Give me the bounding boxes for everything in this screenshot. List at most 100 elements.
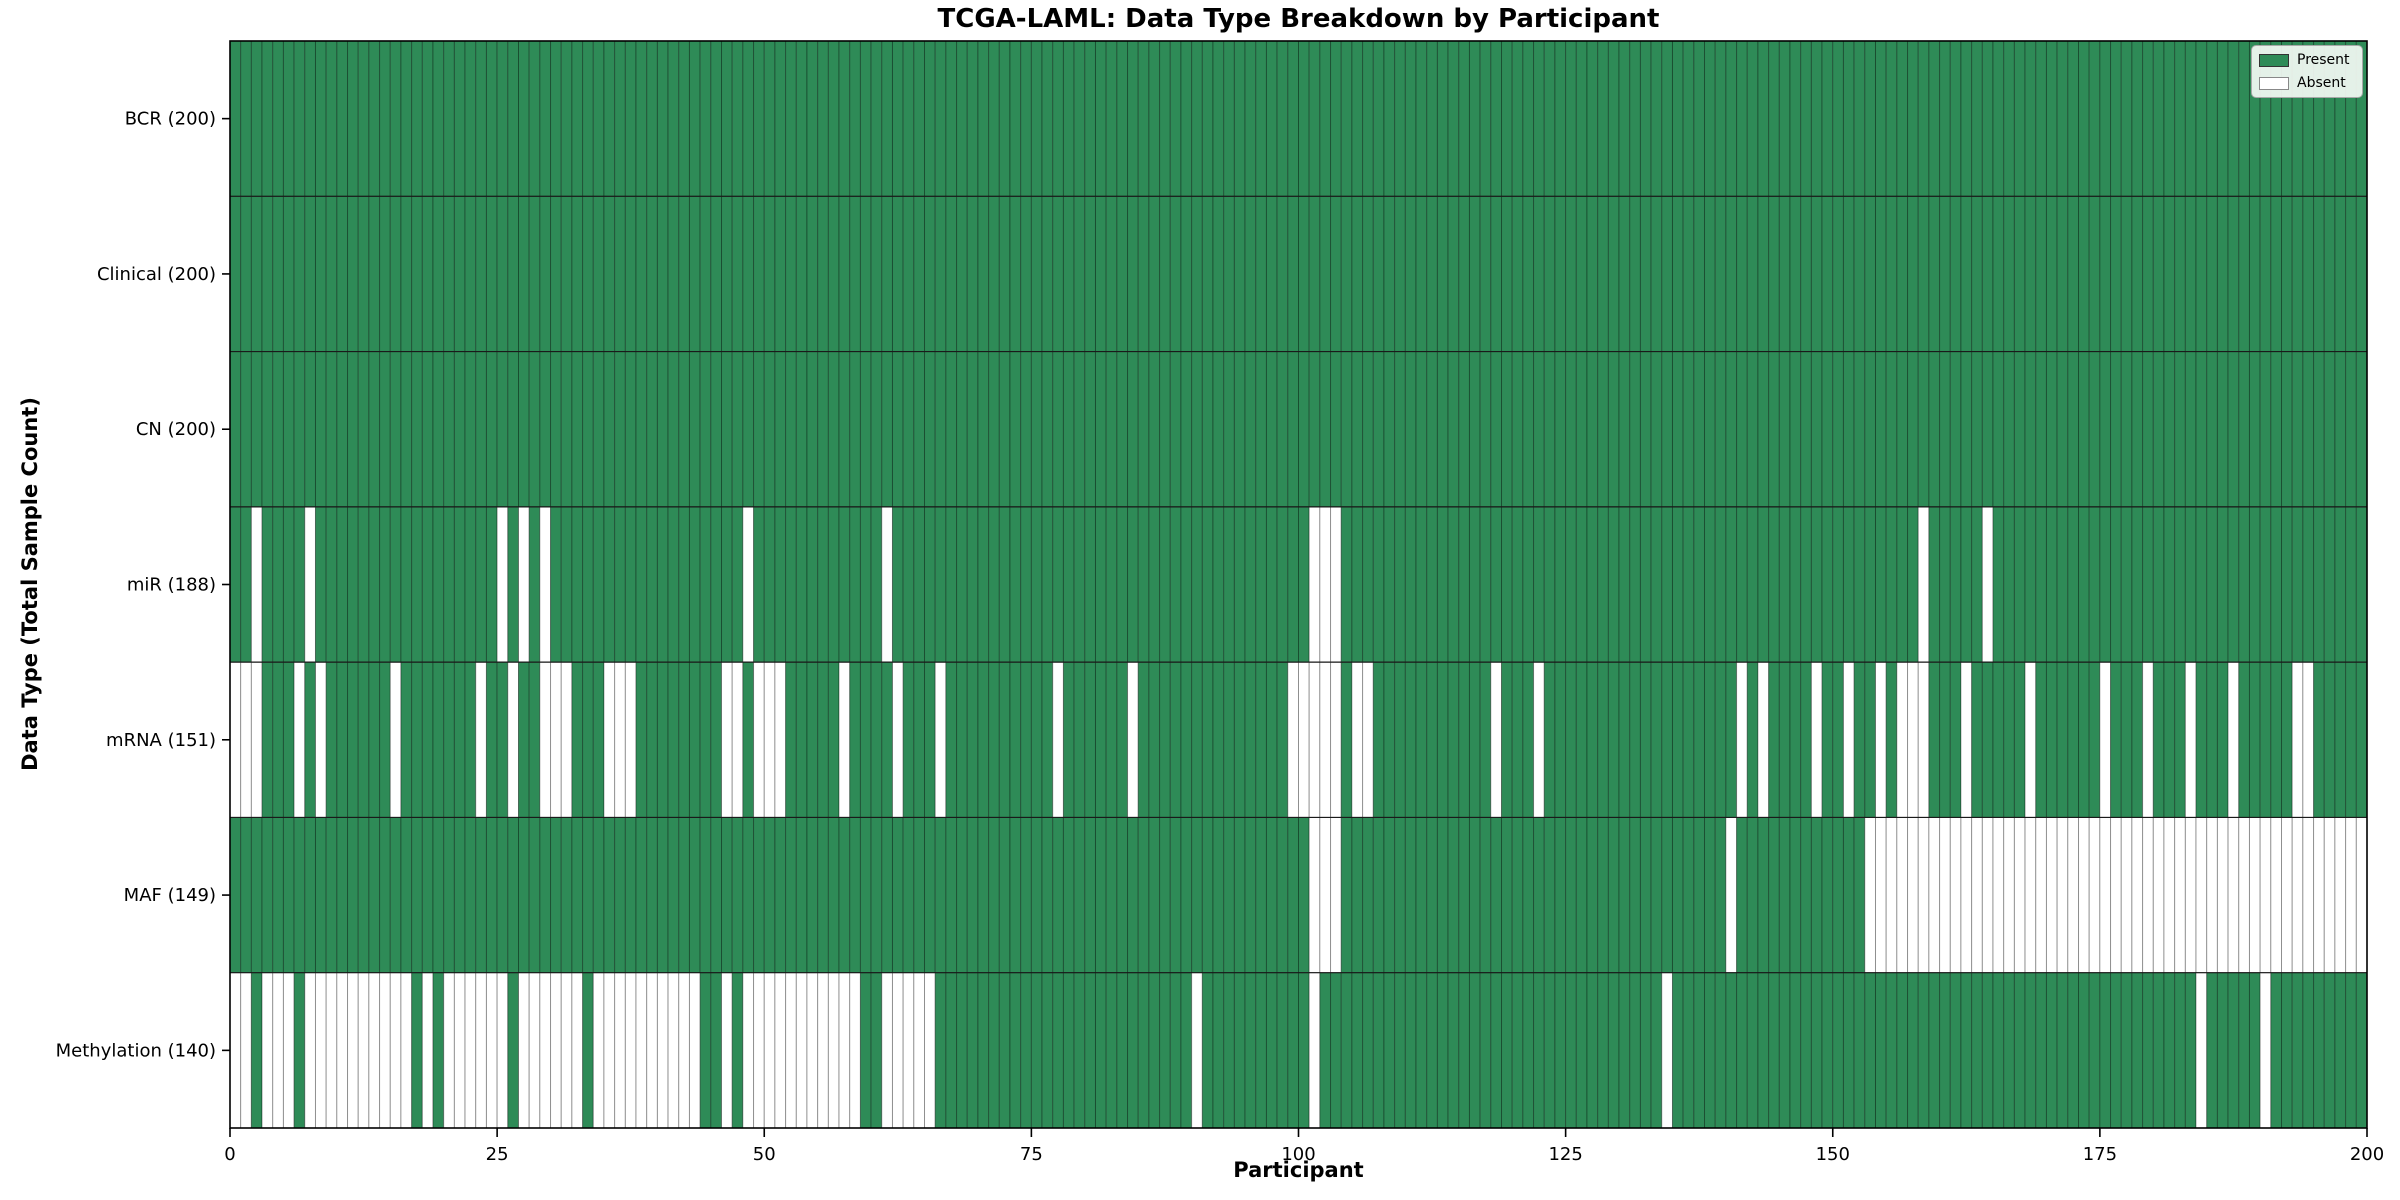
cell <box>1971 972 1983 1129</box>
cell <box>1842 661 1855 818</box>
cell <box>1362 40 1374 197</box>
cell <box>2067 816 2080 974</box>
cell <box>2035 661 2047 818</box>
cell <box>1736 40 1748 197</box>
cell <box>368 40 381 197</box>
cell <box>966 816 979 974</box>
cell <box>881 661 893 818</box>
cell <box>785 972 797 1129</box>
cell <box>336 661 349 818</box>
cell <box>1853 40 1866 197</box>
cell <box>518 816 530 974</box>
cell <box>945 972 958 1129</box>
cell <box>475 661 487 818</box>
cell <box>507 972 519 1129</box>
cell <box>453 972 466 1129</box>
cell <box>1896 351 1909 508</box>
cell <box>1308 506 1321 663</box>
cell <box>1736 972 1748 1129</box>
cell <box>785 195 797 353</box>
cell <box>2238 506 2250 663</box>
cell <box>1436 195 1449 353</box>
cell <box>314 351 327 508</box>
cell <box>571 816 584 974</box>
cell <box>1543 661 1556 818</box>
cell <box>357 351 370 508</box>
cell <box>763 816 776 974</box>
cell <box>2206 816 2218 974</box>
cell <box>2313 661 2325 818</box>
cell <box>1148 506 1161 663</box>
cell <box>924 972 936 1129</box>
cell <box>1757 506 1770 663</box>
cell <box>763 972 776 1129</box>
cell <box>1105 661 1118 818</box>
cell <box>881 506 893 663</box>
cell <box>250 972 263 1129</box>
cell <box>945 816 958 974</box>
cell <box>966 972 979 1129</box>
cell <box>1062 816 1075 974</box>
cell <box>1661 40 1673 197</box>
cell <box>1127 351 1139 508</box>
cell <box>614 40 626 197</box>
cell <box>2035 40 2047 197</box>
cell <box>2024 351 2037 508</box>
cell <box>2227 816 2240 974</box>
cell <box>1030 972 1043 1129</box>
cell <box>1052 816 1064 974</box>
cell <box>1458 661 1470 818</box>
cell <box>1725 816 1738 974</box>
cell <box>1212 506 1225 663</box>
cell <box>1223 972 1235 1129</box>
cell <box>314 816 327 974</box>
cell <box>1885 195 1898 353</box>
cell <box>2195 661 2208 818</box>
cell <box>827 972 840 1129</box>
cell <box>742 195 755 353</box>
cell <box>2013 195 2026 353</box>
cell <box>742 972 755 1129</box>
cell <box>2174 661 2186 818</box>
cell <box>785 40 797 197</box>
cell <box>1501 972 1513 1129</box>
cell <box>1009 351 1022 508</box>
cell <box>1084 195 1096 353</box>
cell <box>1308 40 1321 197</box>
cell <box>1928 351 1941 508</box>
cell <box>1127 195 1139 353</box>
cell <box>1148 972 1161 1129</box>
cell <box>282 816 295 974</box>
cell <box>2088 661 2101 818</box>
cell <box>240 195 252 353</box>
cell <box>1340 195 1353 353</box>
cell <box>1330 661 1342 818</box>
cell <box>2099 816 2112 974</box>
cell <box>571 661 584 818</box>
cell <box>2045 40 2058 197</box>
cell <box>1864 195 1876 353</box>
cell <box>1287 506 1300 663</box>
cell <box>1917 972 1930 1129</box>
cell <box>2035 351 2047 508</box>
cell <box>250 195 263 353</box>
cell <box>400 972 413 1129</box>
cell <box>1169 351 1182 508</box>
cell <box>2302 195 2315 353</box>
cell <box>667 972 680 1129</box>
cell <box>1223 816 1235 974</box>
cell <box>2110 816 2122 974</box>
cell <box>646 816 658 974</box>
cell <box>2152 816 2165 974</box>
cell <box>688 506 701 663</box>
cell <box>1105 40 1118 197</box>
cell <box>2174 40 2186 197</box>
cell <box>1907 506 1919 663</box>
cell <box>1821 661 1834 818</box>
cell <box>1372 351 1385 508</box>
cell <box>1789 195 1802 353</box>
cell <box>485 661 498 818</box>
cell <box>1362 506 1374 663</box>
cell <box>379 351 391 508</box>
cell <box>678 351 690 508</box>
